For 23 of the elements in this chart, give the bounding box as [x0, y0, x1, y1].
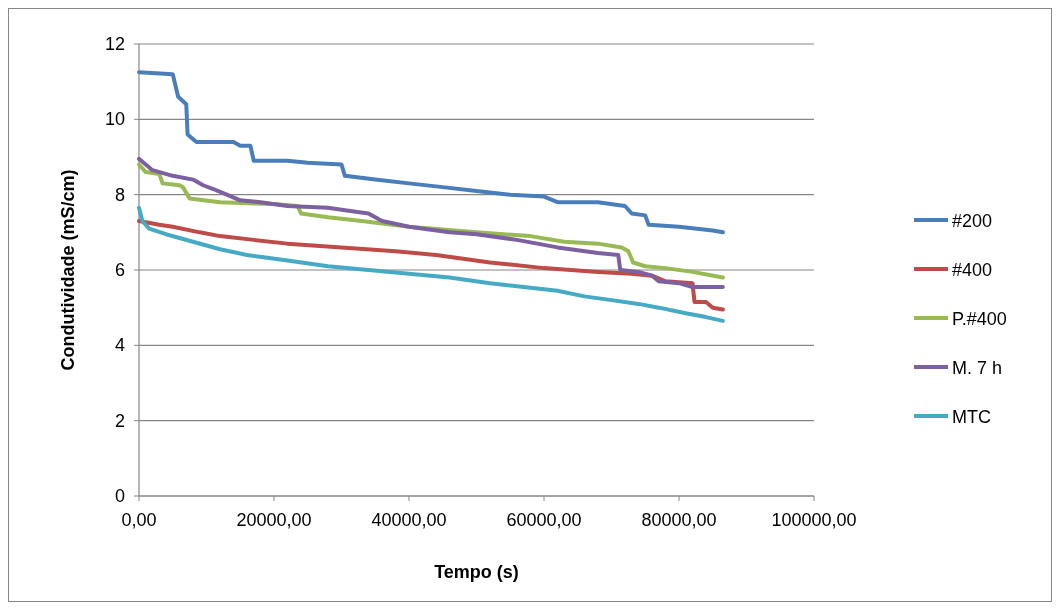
y-tick-label: 4	[114, 335, 125, 356]
y-tick-label: 10	[104, 109, 125, 130]
line-series	[137, 205, 725, 323]
x-tick-label: 100000,00	[771, 510, 857, 530]
legend-label: #200	[952, 211, 993, 231]
legend-label: M. 7 h	[952, 358, 1003, 378]
legend-label: P.#400	[952, 309, 1007, 329]
x-tick-label: 0,00	[121, 510, 157, 530]
y-tick-label: 8	[114, 184, 125, 205]
x-tick-label: 60000,00	[506, 510, 582, 530]
x-tick-label: 20000,00	[236, 510, 312, 530]
legend-label: #400	[952, 260, 993, 280]
y-tick-label: 0	[114, 486, 125, 506]
x-axis-title: Tempo (s)	[434, 562, 519, 582]
x-tick-label: 80000,00	[641, 510, 717, 530]
y-tick-label: 6	[114, 260, 125, 280]
line-series	[137, 70, 725, 235]
x-tick-label: 40000,00	[371, 510, 447, 530]
y-tick-label: 12	[104, 34, 125, 54]
y-tick-label: 2	[114, 410, 125, 431]
line-series	[137, 219, 725, 312]
legend-label: MTC	[952, 407, 991, 427]
y-axis-title: Condutividade (mS/cm)	[58, 169, 78, 371]
